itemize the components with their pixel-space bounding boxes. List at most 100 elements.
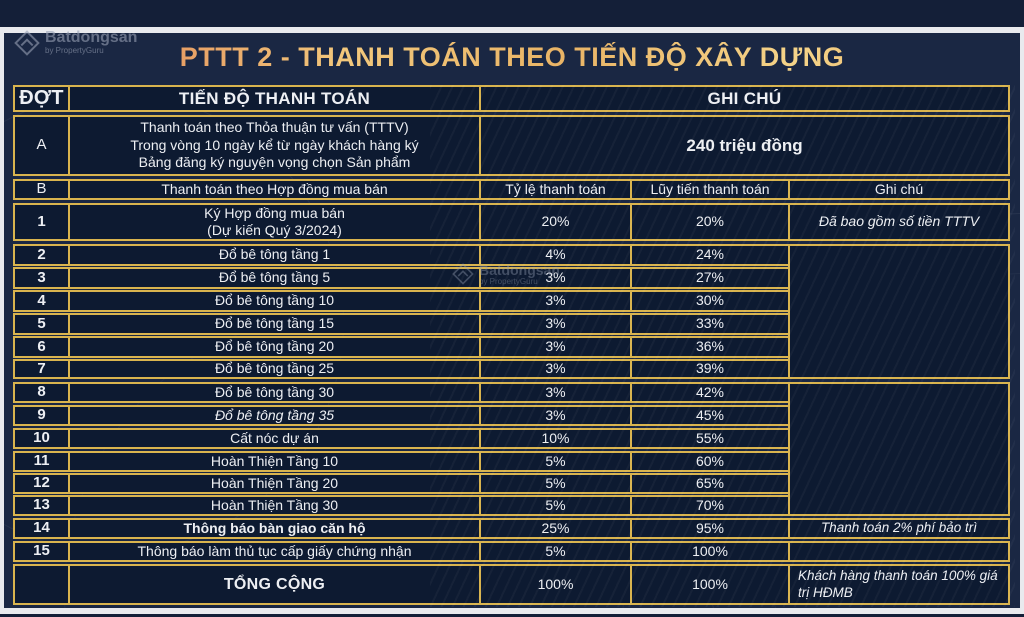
cell-rate: 20% (481, 205, 630, 239)
cell-dot: 5 (15, 315, 68, 333)
cell-dot: 12 (15, 474, 68, 492)
subheader-note: Ghi chú (790, 181, 1008, 198)
cell-cumulative: 42% (632, 384, 788, 401)
cell-note (790, 543, 1008, 560)
cell-cumulative: 45% (632, 407, 788, 424)
cell-cumulative: 65% (632, 475, 788, 492)
cell-progress: Đổ bê tông tầng 20 (70, 338, 479, 356)
table-row-7: 7 Đổ bê tông tầng 25 3% 39% (13, 359, 790, 379)
cell-dot: 6 (15, 338, 68, 356)
cell-dot: 9 (15, 406, 68, 424)
batdongsan-watermark-text: Batdongsan by PropertyGuru (479, 263, 560, 287)
cell-rate: 5% (481, 453, 630, 470)
cell-progress: Thông báo làm thủ tục cấp giấy chứng nhậ… (70, 543, 479, 560)
table-row-9: 9 Đổ bê tông tầng 35 3% 45% (13, 405, 790, 426)
row-a-line2: Trong vòng 10 ngày kể từ ngày khách hàng… (130, 136, 419, 153)
batdongsan-watermark: Batdongsan by PropertyGuru (14, 30, 137, 56)
cell-cumulative: 55% (632, 430, 788, 447)
table-row-1: 1 Ký Hợp đồng mua bán (Dự kiến Quý 3/202… (13, 203, 1010, 241)
cell-cumulative: 95% (632, 520, 788, 537)
cell-rate: 5% (481, 475, 630, 492)
row-1-progress-sub: (Dự kiến Quý 3/2024) (207, 222, 342, 238)
table-row-total: TỔNG CỘNG 100% 100% Khách hàng thanh toá… (13, 564, 1010, 605)
cell-rate: 100% (481, 566, 630, 603)
cell-dot: B (15, 180, 68, 198)
cell-rate: 3% (481, 407, 630, 424)
cell-dot: 7 (15, 360, 68, 377)
subheader-rate: Tỷ lệ thanh toán (481, 181, 630, 198)
batdongsan-logo-icon (452, 263, 474, 285)
cell-note: Thanh toán 2% phí bảo trì (790, 520, 1008, 537)
total-label: TỔNG CỘNG (70, 566, 479, 603)
cell-progress: Hoàn Thiện Tầng 20 (70, 475, 479, 492)
header-progress: TIẾN ĐỘ THANH TOÁN (70, 87, 479, 110)
table-row-14: 14 Thông báo bàn giao căn hộ 25% 95% Tha… (13, 518, 1010, 539)
cell-cumulative: 24% (632, 246, 788, 264)
cell-rate: 4% (481, 246, 630, 264)
cell-cumulative: 60% (632, 453, 788, 470)
cell-dot: 4 (15, 292, 68, 310)
cell-progress: Đổ bê tông tầng 1 (70, 246, 479, 264)
table-row-3: 3 Đổ bê tông tầng 5 3% 27% (13, 267, 790, 289)
cell-note: Đã bao gồm số tiền TTTV (790, 205, 1008, 239)
row-1-progress: Ký Hợp đồng mua bán (204, 204, 345, 221)
batdongsan-logo-icon (14, 30, 40, 56)
watermark-byline: by PropertyGuru (479, 277, 538, 286)
table-header-row: ĐỢT TIẾN ĐỘ THANH TOÁN GHI CHÚ (13, 85, 1010, 112)
cell-note: Khách hàng thanh toán 100% giá trị HĐMB (790, 566, 1008, 603)
cell-rate: 3% (481, 360, 630, 377)
cell-rate: 5% (481, 497, 630, 514)
cell-rate: 3% (481, 384, 630, 401)
cell-cumulative: 70% (632, 497, 788, 514)
cell-progress: Thanh toán theo Thỏa thuận tư vấn (TTTV)… (70, 117, 479, 174)
cell-cumulative: 39% (632, 360, 788, 377)
cell-rate: 10% (481, 430, 630, 447)
cell-progress: Đổ bê tông tầng 35 (70, 407, 479, 424)
cell-progress: Đổ bê tông tầng 25 (70, 360, 479, 377)
cell-dot: 2 (15, 246, 68, 264)
cell-progress: Thông báo bàn giao căn hộ (70, 520, 479, 537)
cell-rate: 3% (481, 292, 630, 310)
cell-rate: 3% (481, 269, 630, 287)
row-a-line3: Bảng đăng ký nguyện vọng chọn Sản phẩm (138, 154, 411, 171)
cell-dot (15, 566, 68, 603)
header-dot: ĐỢT (15, 87, 68, 110)
table-row-13: 13 Hoàn Thiện Tầng 30 5% 70% (13, 495, 790, 516)
cell-dot: 14 (15, 519, 68, 537)
cell-rate: 3% (481, 338, 630, 356)
cell-progress: Đổ bê tông tầng 5 (70, 269, 479, 287)
cell-progress: Cất nóc dự án (70, 430, 479, 447)
cell-dot: 13 (15, 496, 68, 514)
cell-note: 240 triệu đồng (481, 117, 1008, 174)
watermark-byline: by PropertyGuru (45, 46, 104, 55)
notes-merged-cell-rows-2-7 (788, 244, 1010, 379)
cell-rate: 5% (481, 543, 630, 560)
cell-cumulative: 33% (632, 315, 788, 333)
table-row-6: 6 Đổ bê tông tầng 20 3% 36% (13, 336, 790, 358)
table-row-12: 12 Hoàn Thiện Tầng 20 5% 65% (13, 473, 790, 494)
cell-rate: 3% (481, 315, 630, 333)
cell-dot: 1 (15, 205, 68, 239)
cell-progress: Đổ bê tông tầng 15 (70, 315, 479, 333)
cell-progress: Ký Hợp đồng mua bán (Dự kiến Quý 3/2024) (70, 205, 479, 239)
table-row-8: 8 Đổ bê tông tầng 30 3% 42% (13, 382, 790, 403)
batdongsan-watermark-center: Batdongsan by PropertyGuru (452, 263, 560, 287)
cell-progress: Đổ bê tông tầng 10 (70, 292, 479, 310)
cell-dot: 3 (15, 269, 68, 287)
cell-progress: Thanh toán theo Hợp đồng mua bán (70, 181, 479, 198)
cell-cumulative: 100% (632, 543, 788, 560)
cell-cumulative: 36% (632, 338, 788, 356)
cell-progress: Đổ bê tông tầng 30 (70, 384, 479, 401)
cell-progress: Hoàn Thiện Tầng 10 (70, 453, 479, 470)
row-a-line1: Thanh toán theo Thỏa thuận tư vấn (TTTV) (140, 119, 409, 136)
cell-dot: 8 (15, 383, 68, 401)
cell-dot: A (15, 117, 68, 174)
cell-dot: 11 (15, 452, 68, 470)
cell-rate: 25% (481, 520, 630, 537)
cell-cumulative: 100% (632, 566, 788, 603)
table-row-b: B Thanh toán theo Hợp đồng mua bán Tỷ lệ… (13, 179, 1010, 200)
page-title: PTTT 2 - THANH TOÁN THEO TIẾN ĐỘ XÂY DỰN… (0, 42, 1024, 73)
table-row-11: 11 Hoàn Thiện Tầng 10 5% 60% (13, 451, 790, 472)
cell-progress: Hoàn Thiện Tầng 30 (70, 497, 479, 514)
cell-cumulative: 30% (632, 292, 788, 310)
